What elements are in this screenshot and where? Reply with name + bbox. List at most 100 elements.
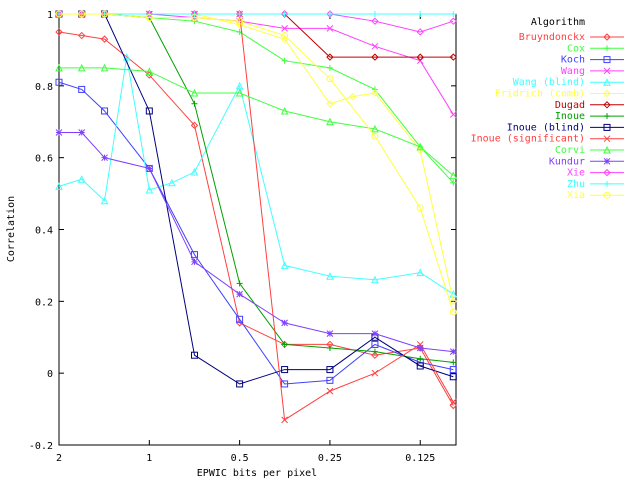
data-point <box>280 261 289 269</box>
data-point <box>371 89 379 97</box>
data-point <box>191 100 198 107</box>
y-tick-label: 0.2 <box>35 297 53 308</box>
legend-label: Xia <box>567 190 585 201</box>
data-point <box>145 67 154 75</box>
data-point <box>416 362 424 370</box>
data-point <box>449 111 457 118</box>
data-point <box>281 416 288 424</box>
legend-label: Wang <box>561 66 585 77</box>
data-point <box>236 290 243 298</box>
x-tick-label: 0.25 <box>318 453 342 464</box>
data-point <box>371 348 378 355</box>
data-point <box>417 11 424 17</box>
legend-marker <box>604 180 610 187</box>
data-point <box>326 387 334 395</box>
data-point <box>78 85 86 93</box>
data-point <box>100 196 109 205</box>
data-point <box>235 81 244 90</box>
series-line <box>59 13 454 363</box>
legend-title: Algorithm <box>531 17 585 28</box>
data-point <box>55 10 63 18</box>
series-line <box>59 67 454 177</box>
data-point <box>190 88 199 97</box>
data-point <box>235 88 244 97</box>
data-point <box>326 345 333 352</box>
series-line <box>59 13 454 313</box>
data-point <box>348 92 357 101</box>
data-point <box>449 348 457 355</box>
legend-label: Koch <box>561 55 585 66</box>
data-point <box>417 355 424 362</box>
x-axis-label: EPWIC bits per pixel <box>197 468 317 479</box>
series-wang-blind <box>55 52 458 298</box>
series-xia <box>55 10 457 316</box>
data-point <box>145 14 153 22</box>
data-point <box>371 340 379 348</box>
y-tick-label: 0 <box>47 369 53 380</box>
series-inoue-significant <box>55 10 457 424</box>
series-koch <box>55 78 457 388</box>
y-tick-label: 0.8 <box>35 82 53 93</box>
legend-label: Inoue (blind) <box>507 122 585 133</box>
x-tick-label: 0.125 <box>405 453 435 464</box>
data-point <box>281 57 288 64</box>
legend-label: Bruyndonckx <box>519 32 585 43</box>
series-inoue <box>56 11 457 366</box>
data-point <box>145 165 153 172</box>
legend-marker <box>603 67 611 75</box>
data-point <box>371 330 379 338</box>
data-point <box>326 100 334 108</box>
data-point <box>280 106 289 115</box>
legend-marker <box>603 191 611 199</box>
x-tick-label: 1 <box>146 453 152 464</box>
data-point <box>326 117 334 126</box>
x-tick-label: 2 <box>56 453 62 464</box>
series-line <box>58 31 454 406</box>
legend-marker <box>604 113 610 120</box>
legend-marker <box>603 135 611 143</box>
y-tick-label: -0.2 <box>29 441 53 452</box>
data-point <box>326 272 334 280</box>
legend-label: Wang (blind) <box>513 77 585 88</box>
data-point <box>191 18 198 25</box>
y-tick-label: 0.6 <box>35 154 53 165</box>
data-point <box>281 25 288 32</box>
data-point <box>55 182 63 190</box>
data-point <box>101 154 108 162</box>
legend-label: Inoue (significant) <box>471 134 585 145</box>
data-point <box>77 63 86 72</box>
data-point <box>122 52 131 61</box>
data-point <box>326 53 334 61</box>
x-tick-label: 0.5 <box>231 453 249 464</box>
data-point <box>55 78 63 86</box>
data-point <box>449 308 457 316</box>
series-line <box>58 81 454 385</box>
data-point <box>326 330 334 338</box>
data-point <box>190 121 199 130</box>
data-point <box>191 11 198 17</box>
data-point <box>145 185 154 194</box>
series-line <box>58 57 454 295</box>
data-point <box>326 366 334 374</box>
data-point <box>281 11 288 17</box>
data-point <box>281 32 289 40</box>
data-point <box>449 17 457 25</box>
series-zhu <box>56 11 457 17</box>
legend-label: Corvi <box>555 145 585 156</box>
data-point <box>416 53 424 61</box>
legend-label: Xie <box>567 168 585 179</box>
data-point <box>55 28 63 36</box>
data-point <box>326 376 334 384</box>
data-point <box>236 11 243 17</box>
legend-label: Dugad <box>555 100 585 111</box>
series-wang <box>55 10 457 118</box>
data-point <box>78 31 86 40</box>
plot-frame <box>58 13 457 446</box>
data-point <box>449 297 457 306</box>
data-point <box>449 366 457 374</box>
data-point <box>236 17 244 25</box>
data-point <box>371 124 379 133</box>
legend-label: Inoue <box>555 111 585 122</box>
